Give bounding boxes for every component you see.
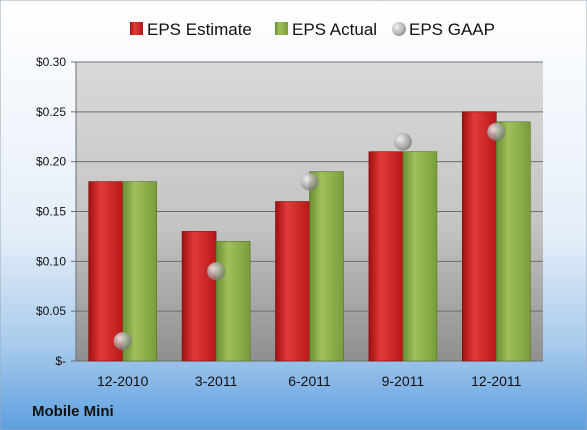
y-axis-ticks: $- $0.05 $0.10 $0.15 $0.20 $0.25 $0.30 [36, 55, 66, 368]
bar-eps-actual [309, 171, 344, 362]
legend-swatch-eps-estimate [130, 22, 143, 35]
bar-eps-estimate [181, 231, 217, 362]
marker-eps-gaap [207, 262, 226, 281]
bar-eps-actual [122, 181, 157, 362]
bar-eps-estimate [461, 111, 497, 362]
gaap-markers [113, 122, 506, 351]
y-tick-label: $0.15 [36, 205, 66, 219]
bar-eps-actual [215, 241, 251, 362]
x-tick-label: 3-2011 [195, 373, 238, 389]
marker-eps-gaap [300, 172, 319, 191]
legend-label: EPS GAAP [409, 20, 495, 39]
marker-eps-gaap [487, 122, 506, 141]
legend-label: EPS Actual [292, 20, 377, 39]
x-tick-label: 9-2011 [382, 373, 425, 389]
y-tick-label: $0.10 [36, 254, 66, 268]
x-tick-label: 12-2011 [471, 373, 522, 389]
bar-eps-estimate [275, 201, 310, 362]
bar-eps-actual [402, 151, 438, 362]
marker-eps-gaap [113, 332, 132, 351]
legend-swatch-eps-gaap [392, 22, 406, 36]
company-label: Mobile Mini [32, 403, 114, 420]
x-tick-label: 12-2010 [97, 373, 149, 389]
y-tick-label: $0.20 [36, 155, 66, 169]
y-tick-label: $0.25 [36, 105, 66, 119]
bar-eps-estimate [368, 151, 404, 362]
x-axis-ticks: 12-2010 3-2011 6-2011 9-2011 12-2011 [97, 373, 522, 389]
y-tick-label: $0.30 [36, 55, 66, 69]
marker-eps-gaap [393, 132, 412, 151]
bar-eps-actual [495, 121, 531, 362]
bars [88, 111, 531, 362]
y-tick-label: $0.05 [36, 304, 66, 318]
legend: EPS Estimate EPS Actual EPS GAAP [130, 20, 495, 39]
y-tick-label: $- [55, 354, 66, 368]
x-tick-label: 6-2011 [288, 373, 331, 389]
bar-eps-estimate [88, 181, 123, 362]
legend-swatch-eps-actual [275, 22, 288, 35]
legend-label: EPS Estimate [147, 20, 252, 39]
